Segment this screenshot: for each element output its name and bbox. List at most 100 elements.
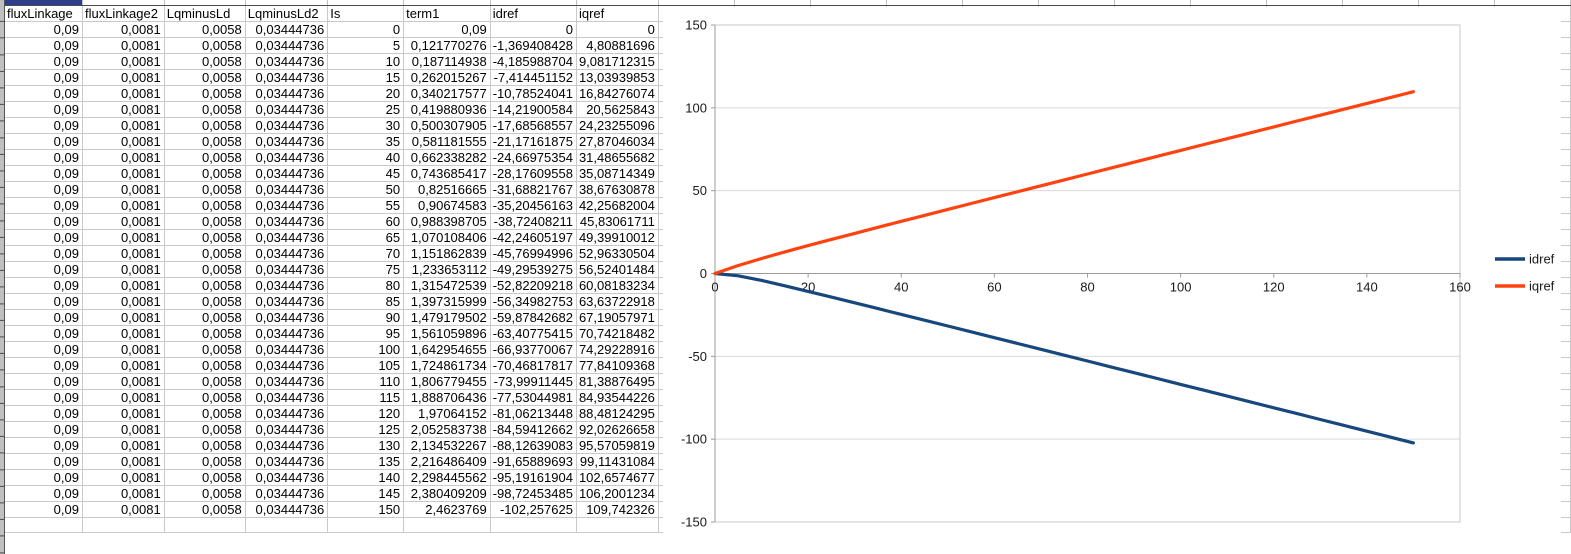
cell[interactable] (1038, 0, 1115, 6)
cell[interactable]: 10 (327, 53, 405, 70)
cell[interactable]: 0,0058 (164, 133, 246, 150)
cell[interactable]: 80 (327, 277, 405, 294)
cell[interactable]: 0,0058 (164, 101, 246, 118)
cell[interactable]: 0,09 (5, 501, 83, 518)
cell[interactable]: 0,03444736 (245, 261, 329, 278)
cell[interactable]: -81,06213448 (490, 405, 577, 422)
cell[interactable]: 45 (327, 165, 405, 182)
cell[interactable]: 81,38876495 (576, 373, 659, 390)
cell[interactable] (82, 517, 165, 534)
cell[interactable]: 77,84109368 (576, 357, 659, 374)
cell[interactable]: 0,03444736 (245, 501, 329, 518)
cell[interactable]: 30 (327, 117, 405, 134)
cell[interactable]: 95 (327, 325, 405, 342)
cell[interactable]: 0,0081 (82, 85, 165, 102)
cell[interactable] (576, 517, 659, 534)
legend-item[interactable]: iqref (1495, 279, 1555, 294)
cell[interactable]: 0,0081 (82, 389, 165, 406)
cell[interactable]: 0,0058 (164, 405, 246, 422)
cell[interactable]: 0,0058 (164, 181, 246, 198)
cell[interactable]: 0,0081 (82, 53, 165, 70)
cell[interactable]: 0,0081 (82, 165, 165, 182)
cell[interactable]: -77,53044981 (490, 389, 577, 406)
cell[interactable]: 0,09 (5, 389, 83, 406)
cell[interactable] (810, 0, 887, 6)
cell[interactable]: 1,315472539 (403, 277, 491, 294)
cell[interactable]: 70 (327, 245, 405, 262)
cell[interactable] (1342, 0, 1419, 6)
cell[interactable]: 92,02626658 (576, 421, 659, 438)
column-header[interactable]: idref (490, 5, 577, 22)
cell[interactable] (245, 0, 329, 6)
cell[interactable]: 0,03444736 (245, 229, 329, 246)
cell[interactable]: 0,03444736 (245, 357, 329, 374)
cell[interactable]: 35 (327, 133, 405, 150)
cell[interactable]: 0,0058 (164, 117, 246, 134)
cell[interactable]: -14,21900584 (490, 101, 577, 118)
row-headers-strip[interactable] (0, 0, 5, 554)
cell[interactable]: 0,0081 (82, 469, 165, 486)
column-header[interactable]: fluxLinkage2 (82, 5, 165, 22)
cell[interactable]: 70,74218482 (576, 325, 659, 342)
cell[interactable]: -35,20456163 (490, 197, 577, 214)
cell[interactable]: -95,19161904 (490, 469, 577, 486)
cell[interactable]: 0,0058 (164, 325, 246, 342)
cell[interactable]: 0,0058 (164, 389, 246, 406)
cell[interactable] (403, 517, 491, 534)
cell[interactable]: -84,59412662 (490, 421, 577, 438)
cell[interactable]: 106,2001234 (576, 485, 659, 502)
cell[interactable]: 60,08183234 (576, 277, 659, 294)
cell[interactable]: 0,0058 (164, 453, 246, 470)
cell[interactable]: 0,988398705 (403, 213, 491, 230)
cell[interactable] (490, 0, 577, 6)
cell[interactable]: 0,03444736 (245, 37, 329, 54)
cell[interactable]: 1,070108406 (403, 229, 491, 246)
cell[interactable]: 0,0058 (164, 357, 246, 374)
cell[interactable]: -70,46817817 (490, 357, 577, 374)
cell[interactable]: 2,380409209 (403, 485, 491, 502)
cell[interactable]: 0,03444736 (245, 85, 329, 102)
cell[interactable]: 0,0081 (82, 501, 165, 518)
cell[interactable]: 88,48124295 (576, 405, 659, 422)
cell[interactable]: 0,0081 (82, 213, 165, 230)
cell[interactable]: 0,09 (5, 133, 83, 150)
cell[interactable]: 0,0081 (82, 325, 165, 342)
cell[interactable]: 95,57059819 (576, 437, 659, 454)
cell[interactable]: 0,09 (5, 85, 83, 102)
cell[interactable]: 1,97064152 (403, 405, 491, 422)
cell[interactable]: 0,0081 (82, 101, 165, 118)
cell[interactable]: 52,96330504 (576, 245, 659, 262)
cell[interactable]: 0,09 (5, 485, 83, 502)
cell[interactable]: 0,0058 (164, 341, 246, 358)
cell[interactable] (1114, 0, 1191, 6)
cell[interactable]: -52,82209218 (490, 277, 577, 294)
cell[interactable]: 0,0058 (164, 21, 246, 38)
cell[interactable]: 0,0058 (164, 293, 246, 310)
cell[interactable]: 0,03444736 (245, 165, 329, 182)
cell[interactable]: 0,03444736 (245, 405, 329, 422)
cell[interactable]: 9,081712315 (576, 53, 659, 70)
cell[interactable]: 0,03444736 (245, 197, 329, 214)
cell-cursor-highlight[interactable] (5, 0, 83, 6)
cell[interactable]: 25 (327, 101, 405, 118)
column-header[interactable]: iqref (576, 5, 659, 22)
cell[interactable]: 0,03444736 (245, 453, 329, 470)
cell[interactable]: -91,65889693 (490, 453, 577, 470)
cell[interactable] (82, 0, 165, 6)
cell[interactable]: 0,09 (403, 21, 491, 38)
cell[interactable]: 90 (327, 309, 405, 326)
cell[interactable]: 0,03444736 (245, 149, 329, 166)
cell[interactable]: -24,66975354 (490, 149, 577, 166)
cell[interactable]: 0,0058 (164, 85, 246, 102)
cell[interactable] (1190, 0, 1267, 6)
cell[interactable]: 56,52401484 (576, 261, 659, 278)
cell[interactable]: 0,0058 (164, 69, 246, 86)
cell[interactable]: 0,09 (5, 277, 83, 294)
cell[interactable]: 0 (490, 21, 577, 38)
cell[interactable]: 1,397315999 (403, 293, 491, 310)
cell[interactable]: 0,187114938 (403, 53, 491, 70)
cell[interactable]: 0,0081 (82, 309, 165, 326)
cell[interactable]: 120 (327, 405, 405, 422)
cell[interactable]: 115 (327, 389, 405, 406)
cell[interactable]: 0,500307905 (403, 117, 491, 134)
